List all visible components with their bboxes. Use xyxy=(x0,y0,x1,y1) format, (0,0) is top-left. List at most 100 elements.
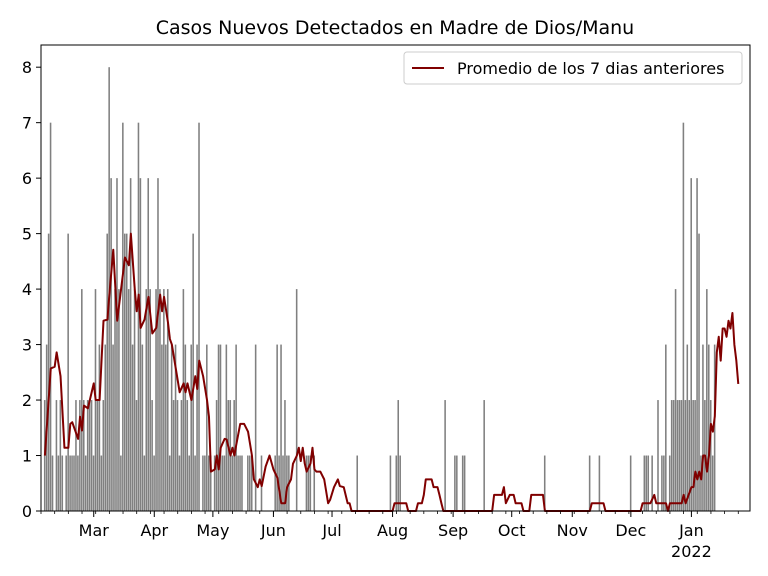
bar xyxy=(98,344,101,511)
x-tick-label: Jan xyxy=(678,521,704,540)
bar xyxy=(235,344,237,511)
bar xyxy=(698,233,700,511)
bar xyxy=(69,455,71,511)
bar xyxy=(106,233,108,511)
bar xyxy=(399,455,401,511)
bar xyxy=(131,344,134,511)
bar xyxy=(165,344,167,511)
bar xyxy=(43,400,46,511)
bar xyxy=(90,400,93,511)
bar xyxy=(188,455,191,511)
bar xyxy=(92,455,95,511)
bar xyxy=(645,455,648,511)
bar xyxy=(454,455,456,511)
x-axis: Mar Apr May Jun Jul Aug Sep Oct Nov Dec Jan 2022 xyxy=(40,511,739,561)
bar xyxy=(307,455,310,511)
bar xyxy=(114,289,116,511)
bar xyxy=(227,400,230,511)
bar xyxy=(461,455,464,511)
bar xyxy=(163,289,165,511)
bar xyxy=(147,178,150,511)
bar xyxy=(702,344,704,511)
bar xyxy=(172,400,175,511)
x-tick-label: Nov xyxy=(557,521,588,540)
bar xyxy=(198,122,200,512)
bar xyxy=(356,455,358,511)
bar xyxy=(284,400,286,511)
bar xyxy=(166,289,169,511)
x-tick-label: Sep xyxy=(438,521,468,540)
bar xyxy=(96,400,99,511)
bar xyxy=(247,455,249,511)
bar xyxy=(202,455,204,511)
bar xyxy=(127,289,130,511)
y-tick-label: 6 xyxy=(22,169,32,188)
bar xyxy=(282,455,284,511)
bar xyxy=(665,344,667,511)
legend: Promedio de los 7 dias anteriores xyxy=(403,51,743,85)
bar xyxy=(598,455,601,511)
bar xyxy=(196,344,198,511)
bar xyxy=(182,289,185,511)
bar xyxy=(676,400,679,511)
bar xyxy=(77,455,79,511)
bar xyxy=(57,455,60,511)
bar xyxy=(170,344,173,511)
bar xyxy=(104,344,107,511)
bar xyxy=(112,344,114,511)
bar xyxy=(709,400,712,511)
bar xyxy=(588,455,591,511)
x-tick-label: Mar xyxy=(79,521,110,540)
bar xyxy=(59,400,62,511)
bar xyxy=(276,344,278,511)
bar xyxy=(213,455,216,511)
bar xyxy=(690,178,692,511)
bar xyxy=(219,344,222,511)
y-tick-label: 8 xyxy=(22,58,32,77)
y-tick-label: 7 xyxy=(22,114,32,133)
bar xyxy=(684,400,687,511)
bar-series xyxy=(43,67,716,512)
bar xyxy=(178,455,181,511)
bar xyxy=(483,400,485,511)
chart-title: Casos Nuevos Detectados en Madre de Dios… xyxy=(156,17,634,39)
bar xyxy=(231,455,233,511)
bar xyxy=(309,455,312,511)
bar xyxy=(678,400,681,511)
bar xyxy=(143,455,146,511)
y-tick-label: 1 xyxy=(22,447,32,466)
bar xyxy=(670,400,673,511)
bar xyxy=(125,233,128,511)
bar xyxy=(161,344,163,511)
bar xyxy=(157,178,159,511)
y-tick-label: 3 xyxy=(22,336,32,355)
legend-label: Promedio de los 7 dias anteriores xyxy=(457,59,724,78)
bar xyxy=(250,455,253,511)
bar xyxy=(668,455,671,511)
bar xyxy=(186,400,189,511)
bar xyxy=(73,455,75,511)
bar xyxy=(86,400,89,511)
bar xyxy=(71,455,73,511)
bar xyxy=(139,178,142,511)
bar xyxy=(153,455,155,511)
bar xyxy=(79,400,81,511)
bar xyxy=(696,178,698,511)
plot-area-frame xyxy=(40,44,751,512)
bar xyxy=(237,455,239,511)
bar xyxy=(88,400,91,511)
bar xyxy=(543,455,546,511)
bar xyxy=(706,289,708,511)
bar xyxy=(280,344,282,511)
bar xyxy=(672,400,675,511)
bar xyxy=(254,344,257,511)
y-tick-label: 0 xyxy=(22,502,32,521)
bar xyxy=(249,455,251,511)
bar xyxy=(82,400,85,511)
bar xyxy=(149,289,151,511)
bar xyxy=(208,455,210,511)
bar xyxy=(313,455,316,511)
y-tick-label: 4 xyxy=(22,280,32,299)
bar xyxy=(51,455,54,511)
